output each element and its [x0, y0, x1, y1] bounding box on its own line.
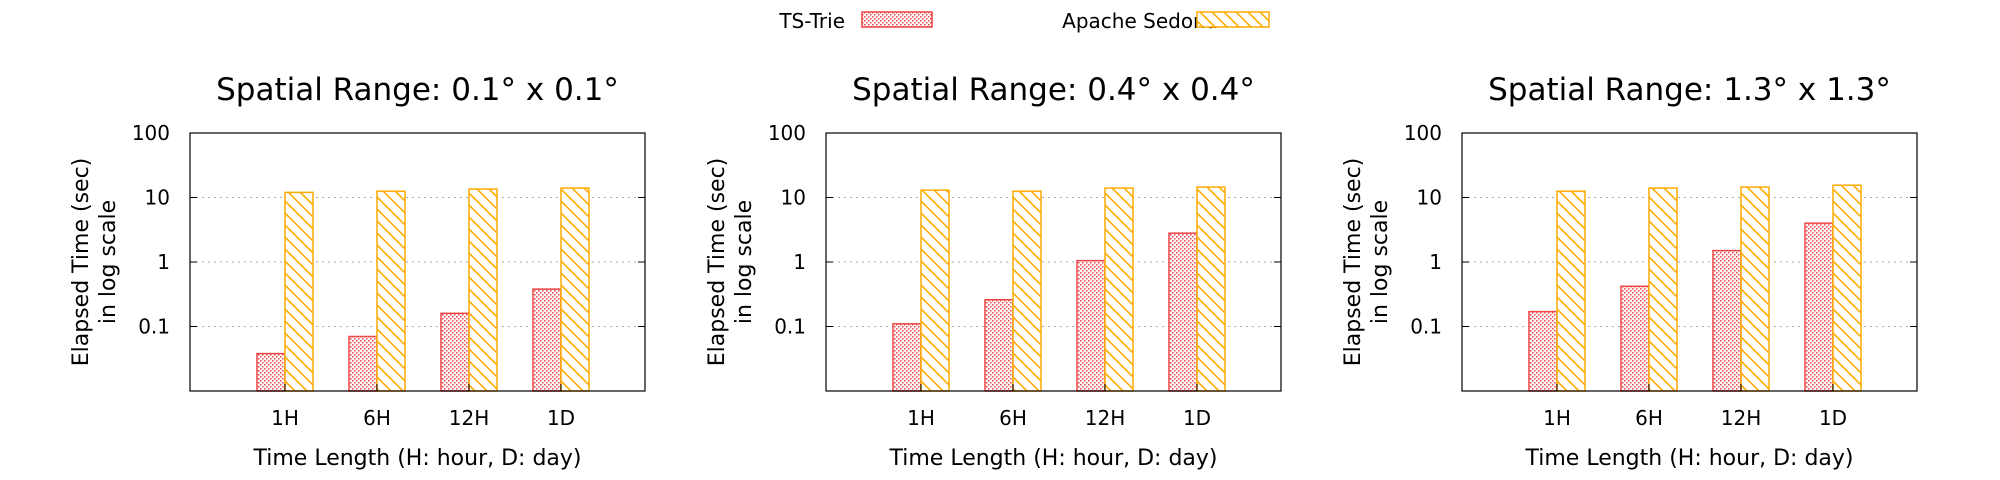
legend-swatch-apache-sedona: [1196, 11, 1270, 28]
legend-label-apache-sedona: Apache Sedona: [1062, 9, 1218, 33]
chart-panel-1: Spatial Range: 0.1° x 0.1° 100 10 1 0.1 1H 6H 1…: [69, 72, 646, 471]
y-axis-label-line-1: Elapsed Time (sec): [69, 158, 94, 367]
y-axis-label-line-2: in log scale: [96, 200, 121, 324]
y-tick-label: 10: [145, 186, 170, 210]
plot-frame: [189, 132, 646, 392]
x-axis-label: Time Length (H: hour, D: day): [1524, 446, 1853, 471]
bar-apache-sedona-12h: [468, 188, 498, 392]
x-axis-label: Time Length (H: hour, D: day): [888, 446, 1217, 471]
legend-label-ts-trie: TS-Trie: [778, 9, 845, 33]
bar-apache-sedona-6h: [1012, 190, 1042, 392]
bar-ts-trie-1h: [892, 323, 922, 392]
bar-ts-trie-1h: [1528, 310, 1558, 392]
bar-ts-trie-12h: [440, 312, 470, 392]
plot-frame: [825, 132, 1282, 392]
x-tick-label: 12H: [1085, 406, 1126, 430]
chart-panel-2: Spatial Range: 0.4° x 0.4° 100 10 1 0.1 1H 6H 1…: [705, 72, 1282, 471]
chart-panels: Spatial Range: 0.1° x 0.1° 100 10 1 0.1 1H 6H 1…: [69, 72, 1918, 471]
bar-apache-sedona-1d: [560, 187, 590, 392]
bar-ts-trie-1d: [1804, 222, 1834, 392]
x-tick-label: 6H: [1635, 406, 1663, 430]
bar-ts-trie-6h: [1620, 285, 1650, 392]
x-tick-label: 1D: [1183, 406, 1211, 430]
bar-ts-trie-12h: [1712, 249, 1742, 392]
x-tick-label: 6H: [999, 406, 1027, 430]
plot-frame: [1461, 132, 1918, 392]
y-tick-label: 10: [781, 186, 806, 210]
bar-apache-sedona-6h: [1648, 187, 1678, 392]
bar-apache-sedona-1h: [920, 189, 950, 392]
y-tick-label: 0.1: [138, 315, 170, 339]
y-tick-label: 100: [1404, 121, 1442, 145]
bar-ts-trie-1d: [532, 288, 562, 392]
y-tick-label: 1: [1429, 250, 1442, 274]
x-tick-label: 1H: [907, 406, 935, 430]
y-tick-label: 100: [768, 121, 806, 145]
y-tick-label: 100: [132, 121, 170, 145]
y-tick-label: 10: [1417, 186, 1442, 210]
bar-ts-trie-1h: [256, 352, 286, 392]
y-axis-label-line-1: Elapsed Time (sec): [705, 158, 730, 367]
bar-apache-sedona-1h: [1556, 190, 1586, 392]
y-tick-label: 1: [793, 250, 806, 274]
y-tick-label: 0.1: [1410, 315, 1442, 339]
x-tick-label: 12H: [449, 406, 490, 430]
y-tick-label: 1: [157, 250, 170, 274]
y-axis-label-line-2: in log scale: [732, 200, 757, 324]
bar-apache-sedona-1d: [1196, 186, 1226, 392]
chart-title: Spatial Range: 0.1° x 0.1°: [216, 72, 619, 108]
x-tick-label: 1H: [271, 406, 299, 430]
bar-apache-sedona-6h: [376, 190, 406, 392]
bar-apache-sedona-12h: [1104, 187, 1134, 392]
y-axis-label-line-2: in log scale: [1368, 200, 1393, 324]
x-tick-label: 1D: [1819, 406, 1847, 430]
x-tick-label: 1D: [547, 406, 575, 430]
x-tick-label: 12H: [1721, 406, 1762, 430]
bar-ts-trie-6h: [348, 335, 378, 392]
bar-ts-trie-12h: [1076, 259, 1106, 392]
x-axis-label: Time Length (H: hour, D: day): [252, 446, 581, 471]
bar-apache-sedona-12h: [1740, 186, 1770, 392]
x-tick-label: 1H: [1543, 406, 1571, 430]
bar-apache-sedona-1d: [1832, 184, 1862, 392]
bar-ts-trie-6h: [984, 298, 1014, 392]
bar-apache-sedona-1h: [284, 191, 314, 392]
y-tick-label: 0.1: [774, 315, 806, 339]
chart-title: Spatial Range: 0.4° x 0.4°: [852, 72, 1255, 108]
chart-panel-3: Spatial Range: 1.3° x 1.3° 100 10 1 0.1 1H 6H 1…: [1341, 72, 1918, 471]
legend-swatch-ts-trie: [861, 11, 933, 28]
chart-title: Spatial Range: 1.3° x 1.3°: [1488, 72, 1891, 108]
bar-ts-trie-1d: [1168, 232, 1198, 392]
x-tick-label: 6H: [363, 406, 391, 430]
legend: TS-Trie Apache Sedona: [778, 9, 1270, 33]
y-axis-label-line-1: Elapsed Time (sec): [1341, 158, 1366, 367]
